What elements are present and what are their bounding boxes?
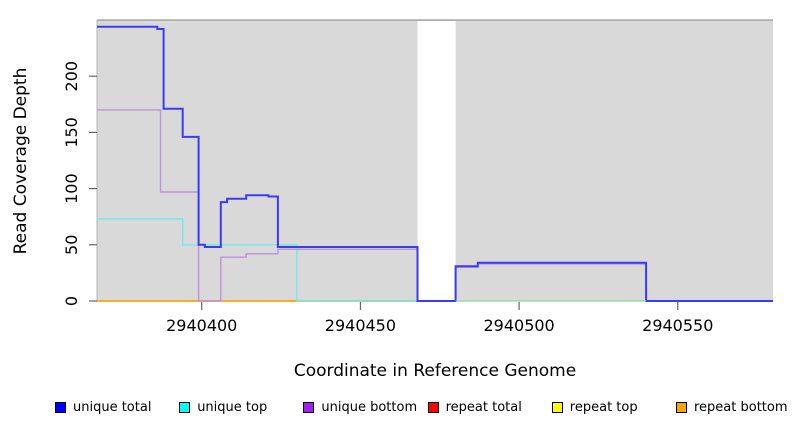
- legend-item-repeat-total: repeat total: [427, 400, 522, 415]
- legend-label-repeat-bottom: repeat bottom: [694, 400, 788, 415]
- legend-label-unique-top: unique top: [197, 400, 268, 415]
- legend-swatch-unique-bottom: [303, 402, 315, 413]
- legend-item-repeat-bottom: repeat bottom: [676, 401, 788, 414]
- y-tick-label: 100: [62, 173, 81, 204]
- legend-swatch-repeat-total: [427, 402, 439, 413]
- legend-item-unique-total: unique total: [55, 401, 151, 414]
- legend-label-unique-bottom: unique bottom: [321, 400, 418, 415]
- x-tick-label: 2940400: [166, 316, 237, 335]
- coverage-chart: 2940400 2940450 2940500 2940550 0 50 100 150 200…: [11, 19, 773, 381]
- y-tick-label: 150: [62, 117, 81, 148]
- x-axis-title: Coordinate in Reference Genome: [294, 361, 576, 381]
- legend-item-repeat-top: repeat top: [551, 400, 638, 415]
- legend-label-unique-total: unique total: [73, 400, 152, 415]
- x-tick-label: 2940500: [483, 316, 554, 335]
- legend-swatch-repeat-bottom: [676, 402, 687, 413]
- y-tick-label: 0: [62, 296, 81, 306]
- series-line-unique-total: [97, 25, 773, 302]
- legend-swatch-unique-total: [55, 402, 66, 413]
- legend-label-repeat-total: repeat total: [445, 400, 522, 415]
- legend-swatch-repeat-top: [551, 402, 563, 413]
- legend-swatch-unique-top: [179, 402, 191, 413]
- y-tick-label: 50: [62, 235, 81, 255]
- x-tick-label: 2940450: [325, 316, 396, 335]
- legend-label-repeat-top: repeat top: [569, 400, 638, 415]
- legend-item-unique-top: unique top: [179, 401, 267, 414]
- y-axis-title: Read Coverage Depth: [11, 68, 31, 255]
- x-tick-label: 2940550: [642, 316, 713, 335]
- legend-item-unique-bottom: unique bottom: [303, 401, 417, 414]
- series-line-unique-top: [97, 218, 418, 302]
- coverage-gap-band: [417, 21, 456, 301]
- y-tick-label: 200: [62, 61, 81, 92]
